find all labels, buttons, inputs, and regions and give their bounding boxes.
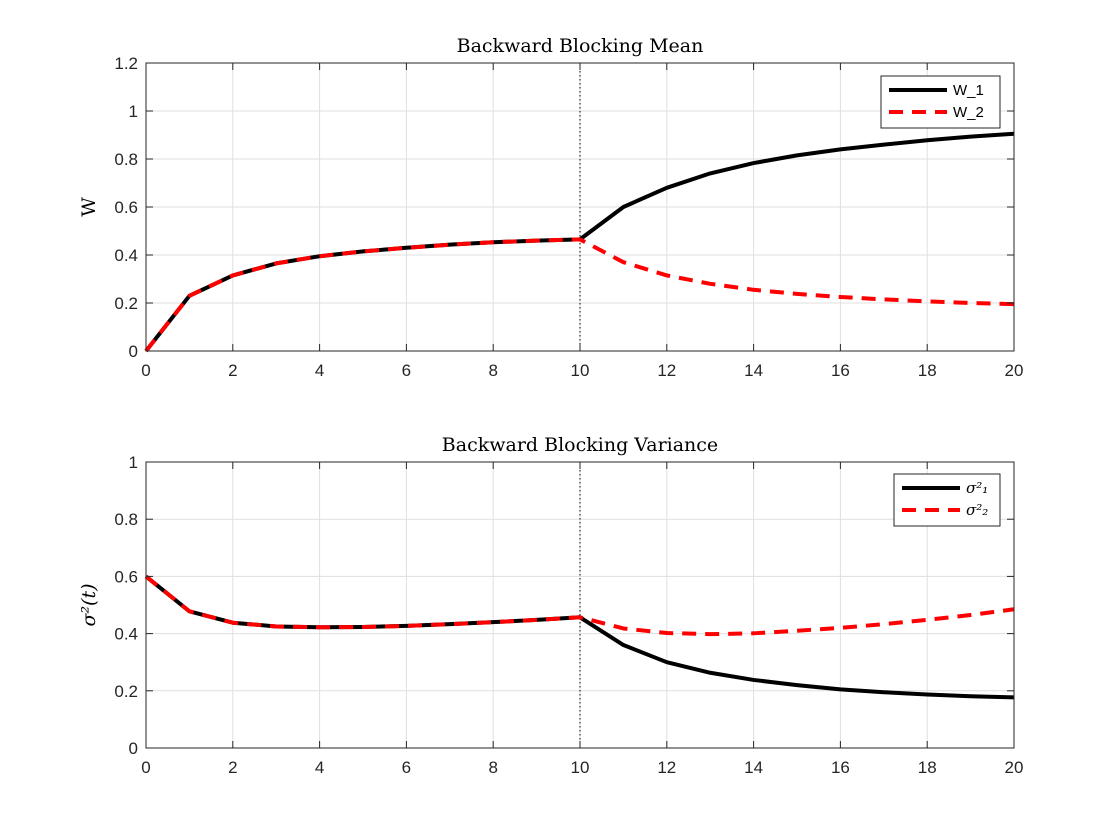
mean-y-axis-label: W — [78, 197, 100, 217]
y-tick-label: 1.2 — [114, 54, 138, 73]
y-tick-label: 0.8 — [114, 510, 138, 529]
variance-y-ticks: 0 0.2 0.4 0.6 0.8 1 — [114, 453, 1014, 758]
x-tick-label: 14 — [744, 758, 763, 777]
x-tick-label: 20 — [1005, 758, 1024, 777]
mean-series-group — [144, 131, 1015, 353]
x-tick-label: 6 — [402, 361, 411, 380]
y-tick-label: 0.2 — [114, 682, 138, 701]
x-tick-label: 2 — [228, 758, 237, 777]
variance-chart-title: Backward Blocking Variance — [442, 434, 718, 456]
x-tick-label: 8 — [488, 758, 497, 777]
y-tick-label: 0.8 — [114, 150, 138, 169]
variance-legend: σ²₁ σ²₂ — [893, 473, 1001, 527]
y-tick-label: 1 — [129, 102, 138, 121]
x-tick-label: 0 — [141, 361, 150, 380]
mean-legend: W_1 W_2 — [880, 75, 1001, 129]
legend-label-sigma2: σ²₂ — [966, 501, 988, 519]
y-tick-label: 0.6 — [114, 198, 138, 217]
y-tick-label: 0.4 — [114, 246, 138, 265]
variance-x-ticks: 0 2 4 6 8 10 12 14 16 18 20 — [141, 462, 1023, 777]
x-tick-label: 2 — [228, 361, 237, 380]
x-tick-label: 10 — [571, 758, 590, 777]
x-tick-label: 18 — [918, 758, 937, 777]
x-tick-label: 16 — [831, 758, 850, 777]
variance-legend-box — [893, 473, 1001, 527]
x-tick-label: 16 — [831, 361, 850, 380]
variance-grid — [145, 461, 1015, 749]
y-tick-label: 0.6 — [114, 567, 138, 586]
x-tick-label: 6 — [402, 758, 411, 777]
mean-x-ticks: 0 2 4 6 8 10 12 14 16 18 20 — [141, 63, 1023, 380]
series-line-2 — [144, 574, 1015, 637]
y-tick-label: 0.4 — [114, 625, 138, 644]
x-tick-label: 18 — [918, 361, 937, 380]
legend-label-sigma1: σ²₁ — [966, 479, 988, 497]
x-tick-label: 14 — [744, 361, 763, 380]
mean-panel: 0 2 4 6 8 10 12 14 16 18 20 0 0.2 0.4 0.6 0.8 1 1.2 Back… — [78, 35, 1023, 380]
y-tick-label: 0 — [129, 342, 138, 361]
mean-legend-box — [880, 75, 1001, 129]
mean-chart-title: Backward Blocking Mean — [457, 35, 704, 57]
x-tick-label: 8 — [488, 361, 497, 380]
x-tick-label: 12 — [657, 758, 676, 777]
variance-panel: 0 2 4 6 8 10 12 14 16 18 20 0 0.2 0.4 0.6 0.8 1 Backwar… — [78, 434, 1023, 777]
legend-label-w2: W_2 — [953, 104, 984, 121]
x-tick-label: 20 — [1005, 361, 1024, 380]
y-tick-label: 0 — [129, 739, 138, 758]
legend-label-w1: W_1 — [953, 82, 984, 99]
variance-series-group — [144, 574, 1015, 700]
x-tick-label: 10 — [571, 361, 590, 380]
x-tick-label: 4 — [315, 758, 324, 777]
x-tick-label: 12 — [657, 361, 676, 380]
series-line-2 — [144, 237, 1015, 353]
x-tick-label: 4 — [315, 361, 324, 380]
mean-y-ticks: 0 0.2 0.4 0.6 0.8 1 1.2 — [114, 54, 1014, 361]
variance-y-axis-label: σ²(t) — [78, 583, 100, 626]
x-tick-label: 0 — [141, 758, 150, 777]
y-tick-label: 0.2 — [114, 294, 138, 313]
y-tick-label: 1 — [129, 453, 138, 472]
